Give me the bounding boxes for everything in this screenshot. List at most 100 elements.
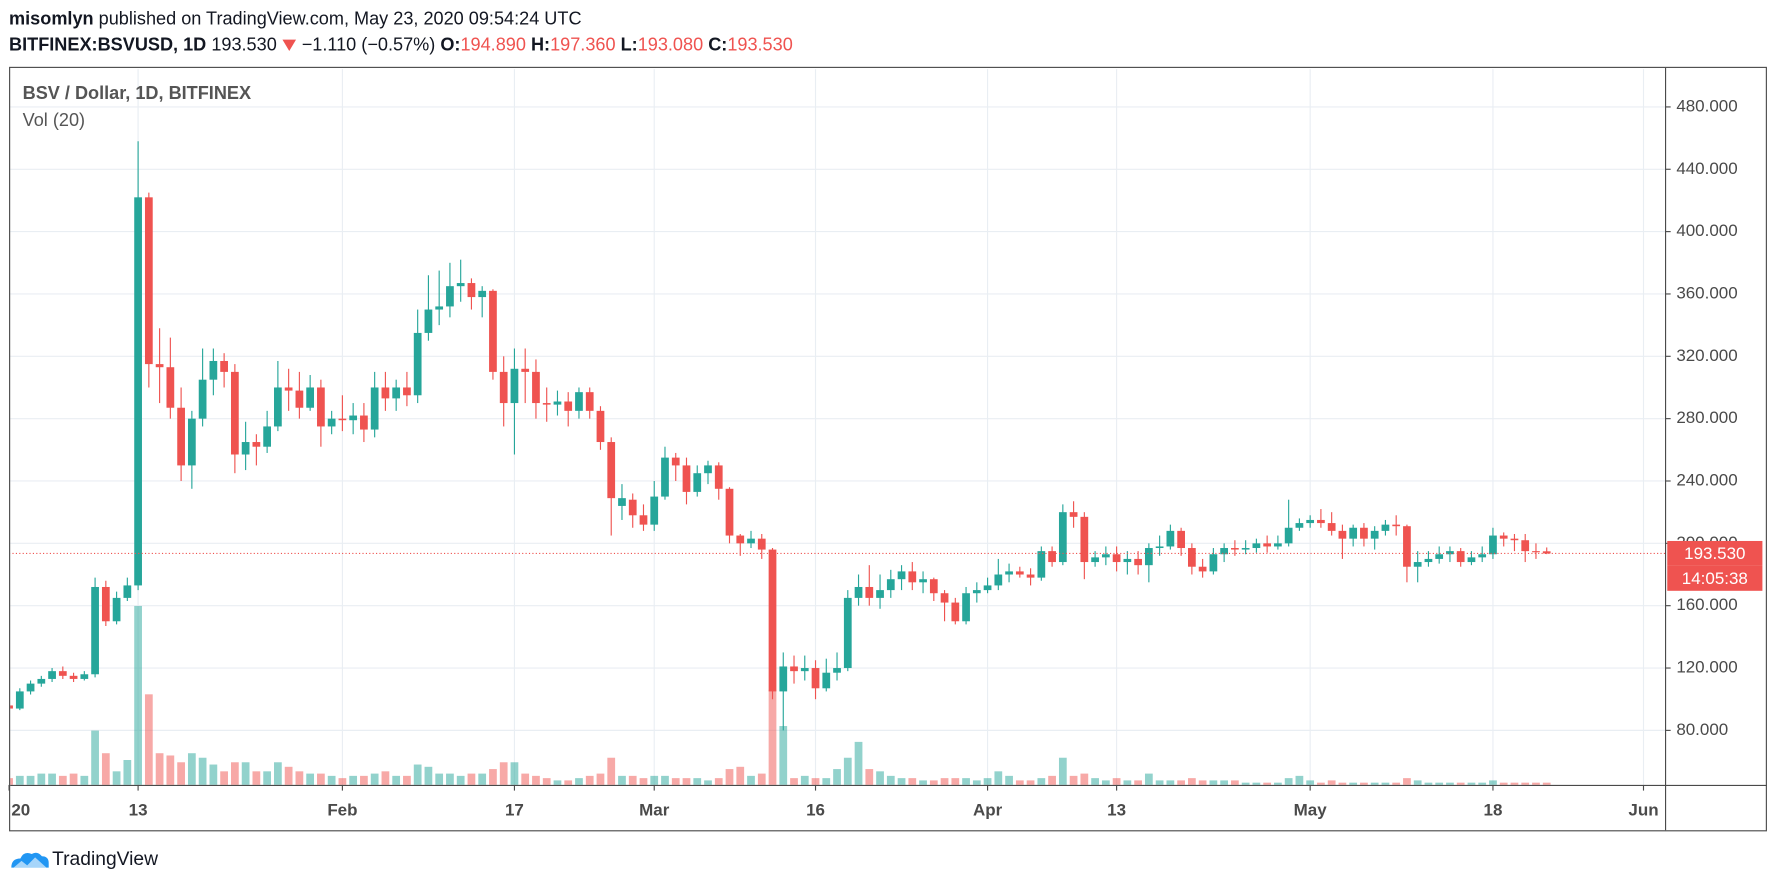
candle-body xyxy=(1252,543,1261,549)
volume-bar xyxy=(811,778,820,785)
volume-bar xyxy=(650,775,659,785)
candle-body xyxy=(628,499,637,516)
volume-bar xyxy=(198,757,207,785)
y-tick-label: 160.000 xyxy=(1676,595,1737,614)
y-tick-label: 400.000 xyxy=(1676,221,1737,240)
candle-body xyxy=(1295,523,1304,528)
volume-bar xyxy=(1080,773,1089,785)
y-tick-label: 280.000 xyxy=(1676,408,1737,427)
candle-body xyxy=(779,666,788,692)
x-tick-label: 13 xyxy=(1107,800,1126,819)
y-tick-label: 320.000 xyxy=(1676,346,1737,365)
volume-bar xyxy=(790,778,798,785)
volume-title: Vol (20) xyxy=(23,110,85,130)
volume-bar xyxy=(779,726,788,785)
volume-bar xyxy=(1499,782,1508,785)
x-tick-label: Feb xyxy=(327,800,357,819)
candle-body xyxy=(413,332,422,396)
candle-body xyxy=(1435,554,1444,559)
x-tick-label: 17 xyxy=(505,800,524,819)
candle-body xyxy=(1101,554,1110,558)
volume-bar xyxy=(725,769,734,785)
volume-bar xyxy=(403,775,411,785)
candle-body xyxy=(1392,524,1401,527)
candle-body xyxy=(370,387,379,430)
candle-body xyxy=(101,586,110,622)
candle-body xyxy=(1317,519,1325,524)
volume-bar xyxy=(822,778,831,785)
volume-bar xyxy=(424,766,433,785)
candle-body xyxy=(596,410,605,443)
volume-bar xyxy=(1521,782,1530,785)
candle-body xyxy=(661,457,669,497)
candle-body xyxy=(876,590,884,598)
volume-bar xyxy=(435,773,444,785)
volume-bar xyxy=(510,762,519,785)
volume-bar xyxy=(1231,780,1239,785)
candle-body xyxy=(1360,527,1368,539)
x-tick-label: 20 xyxy=(11,800,30,819)
volume-bar xyxy=(639,778,648,785)
candle-body xyxy=(1048,551,1056,563)
volume-bar xyxy=(736,766,745,785)
candle-body xyxy=(510,368,519,404)
candle-body xyxy=(1413,562,1422,567)
volume-bar xyxy=(381,771,390,785)
candle-body xyxy=(1456,551,1465,563)
volume-bar xyxy=(69,773,78,785)
candle-body xyxy=(112,597,121,622)
candle-body xyxy=(585,392,594,411)
volume-bar xyxy=(843,757,852,785)
candle-body xyxy=(854,586,863,598)
x-tick-label: 18 xyxy=(1484,800,1503,819)
candle-body xyxy=(1241,548,1250,550)
candle-body xyxy=(456,283,465,287)
candle-body xyxy=(1026,574,1035,578)
candle-body xyxy=(424,309,433,333)
volume-bar xyxy=(1274,782,1282,785)
candle-body xyxy=(1370,530,1379,539)
candle-body xyxy=(10,705,13,709)
volume-bar xyxy=(1542,782,1551,785)
y-tick-label: 360.000 xyxy=(1676,283,1737,302)
volume-bar xyxy=(1209,780,1218,785)
candle-body xyxy=(908,571,917,583)
candle-body xyxy=(1489,535,1497,555)
volume-bar xyxy=(1317,782,1325,785)
volume-bar xyxy=(618,775,626,785)
volume-bar xyxy=(940,778,949,785)
volume-bar xyxy=(489,769,497,785)
candle-body xyxy=(1542,551,1551,554)
volume-bar xyxy=(209,764,218,785)
candle-body xyxy=(317,387,325,427)
candle-body xyxy=(134,197,142,586)
candle-body xyxy=(532,371,540,404)
low-value: 193.080 xyxy=(638,34,703,54)
candle-body xyxy=(822,672,831,689)
candle-body xyxy=(349,415,358,421)
candle-body xyxy=(1424,558,1433,563)
candle-body xyxy=(886,579,895,591)
candle-body xyxy=(155,364,164,368)
volume-bar xyxy=(1069,775,1078,785)
candle-body xyxy=(1123,558,1132,563)
volume-bar xyxy=(317,773,325,785)
candle-body xyxy=(15,691,24,709)
volume-bar xyxy=(360,775,368,785)
volume-bar xyxy=(1198,780,1207,785)
candle-body xyxy=(929,579,938,594)
volume-bar xyxy=(865,769,874,785)
volume-bar xyxy=(693,778,702,785)
open-value: 194.890 xyxy=(460,34,525,54)
volume-bar xyxy=(757,773,766,785)
candle-body xyxy=(338,418,347,421)
y-tick-label: 120.000 xyxy=(1676,658,1737,677)
volume-bar xyxy=(231,762,239,785)
volume-bar xyxy=(26,775,35,785)
candle-body xyxy=(951,602,960,622)
volume-bar xyxy=(155,753,164,785)
candle-body xyxy=(1521,540,1530,552)
volume-bar xyxy=(1392,782,1401,785)
candle-body xyxy=(607,442,616,499)
brand: TradingView xyxy=(52,849,158,870)
